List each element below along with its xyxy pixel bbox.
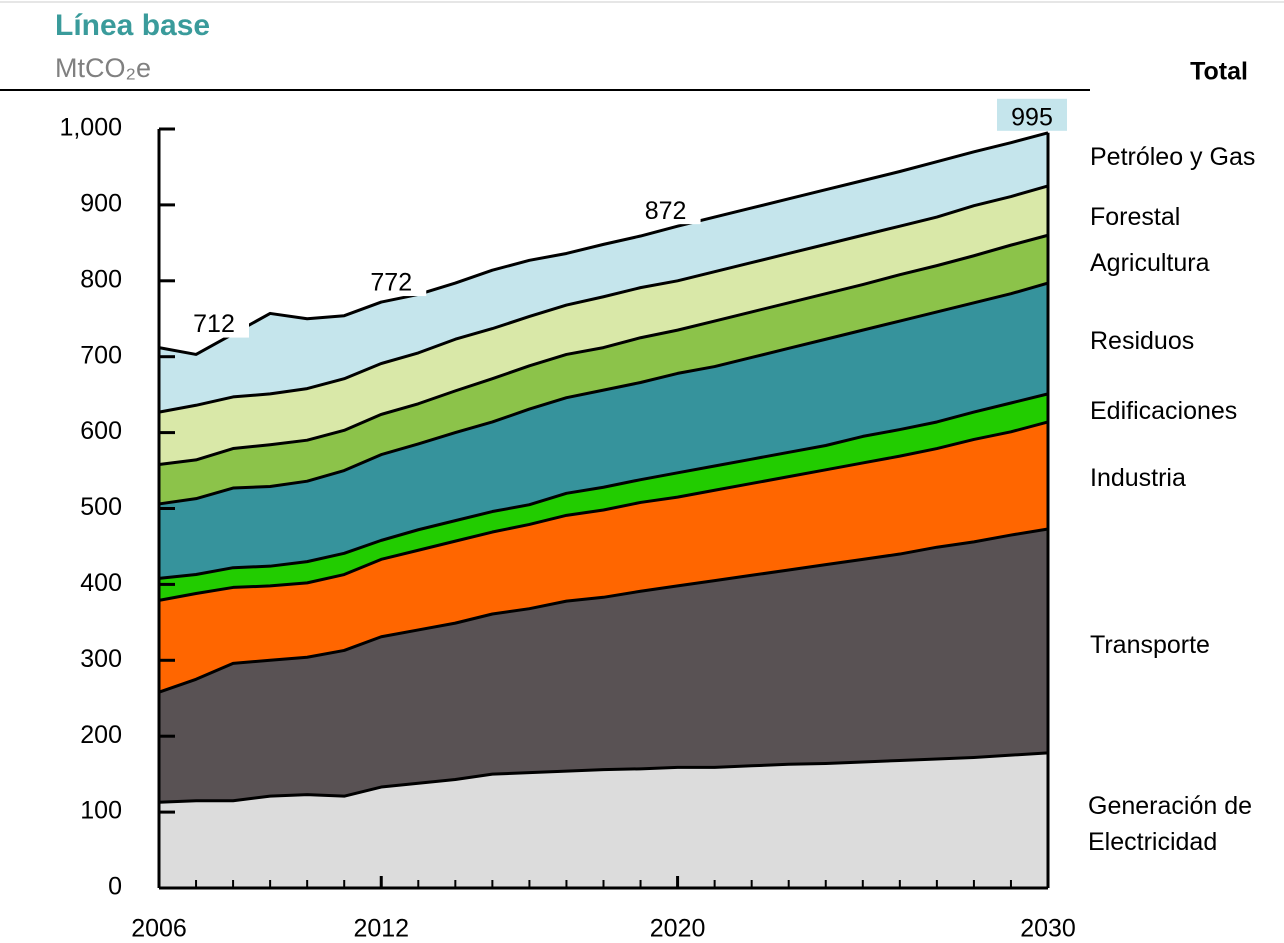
- annotation-bg: [356, 264, 427, 297]
- area-edge: [158, 131, 1049, 356]
- y-tick-label: 600: [80, 417, 122, 445]
- y-tick-label: 800: [80, 265, 122, 293]
- area: [159, 132, 1048, 413]
- area: [159, 235, 1048, 504]
- y-tick-label: 400: [80, 569, 122, 597]
- area-edge: [158, 420, 1049, 602]
- legend-entry: Industria: [1090, 464, 1186, 492]
- legend-entry: Forestal: [1090, 203, 1181, 231]
- legend-title: Total: [1190, 58, 1248, 86]
- legend-entry: Generación de Electricidad: [1088, 792, 1253, 856]
- legend-entry: Edificaciones: [1090, 397, 1238, 425]
- annotation-bg: [630, 192, 701, 225]
- area: [159, 421, 1048, 693]
- chart-subtitle: MtCO₂e: [55, 53, 151, 83]
- area-edge: [158, 751, 1049, 804]
- total-label: 995: [1011, 103, 1053, 131]
- area: [159, 185, 1048, 465]
- y-tick-label: 700: [80, 341, 122, 369]
- legend-entry: Agricultura: [1090, 249, 1210, 277]
- y-tick-label: 300: [80, 645, 122, 673]
- y-tick-label: 200: [80, 721, 122, 749]
- legend-entry: Residuos: [1090, 327, 1195, 355]
- x-tick-label: 2020: [650, 915, 706, 943]
- area: [159, 528, 1048, 803]
- area-edge: [158, 233, 1049, 466]
- y-tick-label: 1,000: [59, 114, 122, 142]
- x-tick-label: 2030: [1020, 915, 1076, 943]
- legend-entry: Transporte: [1090, 631, 1210, 659]
- y-tick-label: 500: [80, 493, 122, 521]
- area-edge: [158, 392, 1049, 580]
- y-tick-label: 100: [80, 797, 122, 825]
- area-edge: [158, 281, 1049, 506]
- y-tick-label: 900: [80, 190, 122, 218]
- area-edge: [158, 527, 1049, 694]
- annotation-bg: [179, 305, 249, 338]
- total-label: 772: [370, 269, 412, 297]
- area: [159, 283, 1048, 579]
- total-label: 712: [193, 310, 235, 338]
- x-tick-label: 2012: [353, 915, 409, 943]
- y-tick-label: 0: [108, 873, 122, 901]
- area: [159, 752, 1048, 888]
- total-label: 872: [645, 197, 687, 225]
- area-edge: [158, 184, 1049, 414]
- annotation-bg: [997, 98, 1067, 131]
- chart-title: Línea base: [55, 9, 210, 42]
- x-tick-label: 2006: [131, 915, 187, 943]
- legend-entry: Petróleo y Gas: [1090, 143, 1256, 171]
